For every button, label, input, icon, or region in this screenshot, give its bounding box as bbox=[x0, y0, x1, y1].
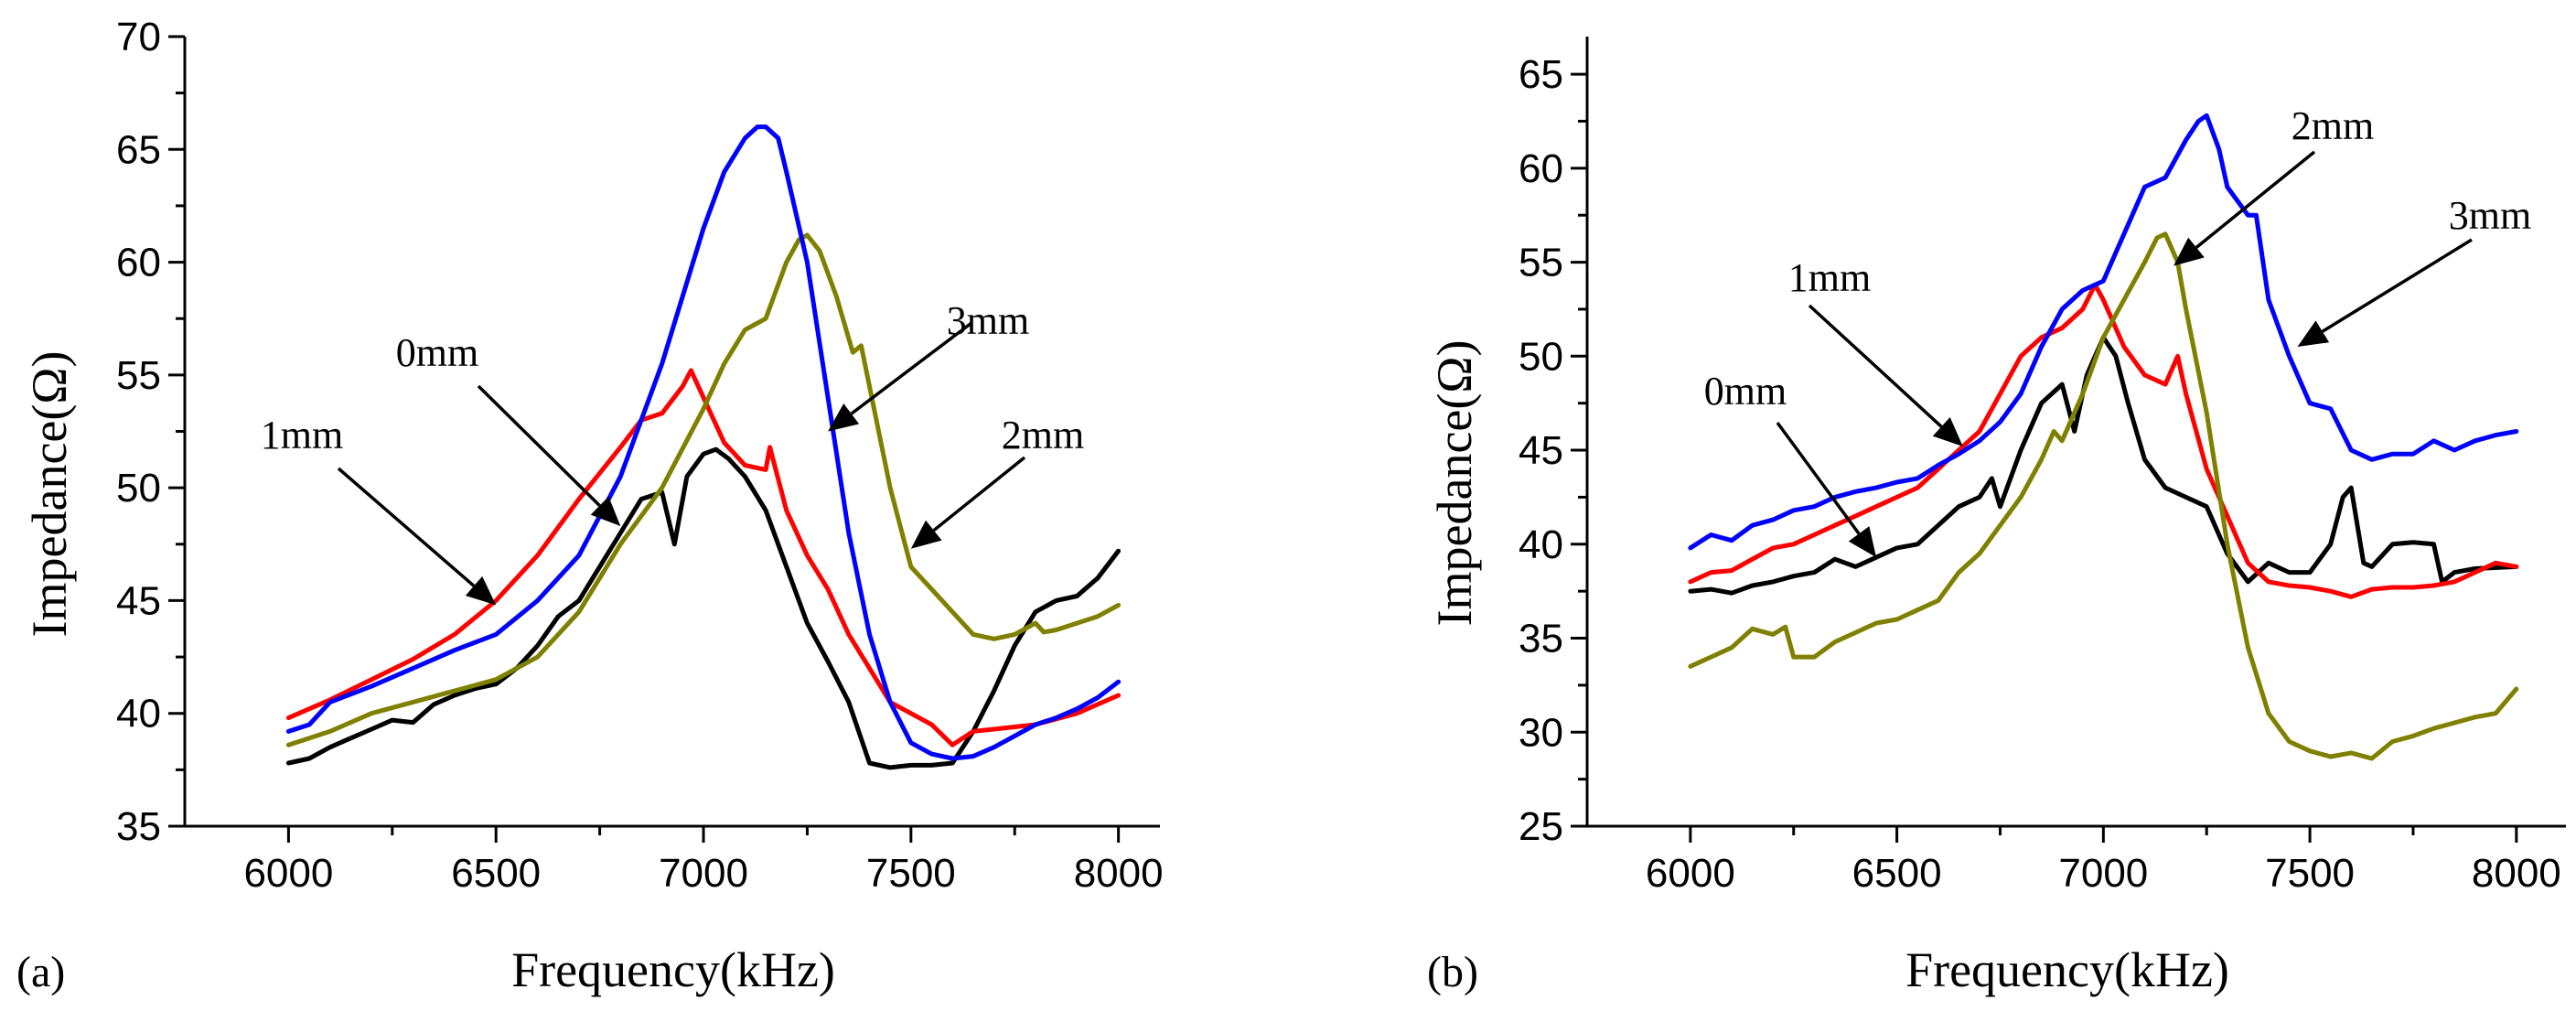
panel-a-y-tick-label: 40 bbox=[116, 692, 161, 737]
panel-b-x-axis-title: Frequency(kHz) bbox=[1905, 942, 2229, 997]
panel-a-series-3mm bbox=[285, 124, 1122, 761]
panel-a-series-1mm bbox=[285, 368, 1122, 747]
panel-a-y-tick-label: 35 bbox=[116, 804, 161, 849]
panel-a-annotation-3mm: 3mm bbox=[947, 298, 1029, 343]
panel-b-series-0mm bbox=[1688, 335, 2519, 596]
panel-a-x-tick-label: 8000 bbox=[1074, 851, 1164, 896]
panel-a-annotation-2mm: 2mm bbox=[1002, 413, 1084, 457]
panel-b-y-tick-label: 40 bbox=[1519, 522, 1563, 567]
panel-b-y-axis-title: Impedance(Ω) bbox=[1427, 340, 1482, 627]
panel-a-arrow-shaft-3mm bbox=[850, 321, 973, 415]
panel-b-arrow-shaft-0mm bbox=[1776, 421, 1861, 535]
panel-a-annotation-1mm: 1mm bbox=[261, 413, 343, 457]
panel-a-y-tick-label: 55 bbox=[116, 353, 161, 398]
panel-b-series-2mm bbox=[1688, 231, 2519, 761]
panel-b-annotations: 2mm 3mm 1mm 0mm bbox=[1704, 103, 2531, 558]
panel-a-x-tick-label: 6000 bbox=[243, 851, 333, 896]
panel-b-x-tick-label: 6500 bbox=[1852, 851, 1942, 896]
panel-b-y-tick-label: 35 bbox=[1519, 617, 1563, 661]
panel-a-x-tick-label: 6500 bbox=[451, 851, 541, 896]
panel-b-arrow-shaft-1mm bbox=[1808, 304, 1943, 428]
panel-b-annotation-2mm: 2mm bbox=[2292, 103, 2374, 148]
panel-a-annotations: 1mm 0mm 3mm 2mm bbox=[261, 298, 1084, 606]
panel-a-arrow-shaft-0mm bbox=[477, 384, 601, 507]
panel-b-x-tick-label: 7500 bbox=[2265, 851, 2355, 896]
panel-b-y-tick-label: 25 bbox=[1519, 804, 1563, 849]
panel-a-x-tick-label: 7000 bbox=[659, 851, 748, 896]
panel-b-series-3mm bbox=[1688, 113, 2519, 551]
panel-b-arrow-head-0mm bbox=[1848, 526, 1877, 558]
panel-a-arrow-shaft-2mm bbox=[932, 456, 1026, 532]
panel-a-arrow-head-3mm bbox=[828, 403, 860, 432]
panel-a-arrow-head-1mm bbox=[465, 575, 497, 606]
panel-b-annotation-3mm: 3mm bbox=[2449, 193, 2531, 238]
panel-b-y-tick-label: 55 bbox=[1519, 241, 1563, 285]
panel-a-y-tick-label: 45 bbox=[116, 578, 161, 623]
panel-a-x-axis-title: Frequency(kHz) bbox=[511, 942, 835, 997]
panel-b-arrow-head-1mm bbox=[1932, 416, 1963, 446]
panel-a-y-tick-label: 70 bbox=[116, 15, 161, 59]
panel-b-y-tick-label: 65 bbox=[1519, 52, 1563, 97]
panel-a-arrow-shaft-1mm bbox=[337, 467, 476, 587]
panel-a-series-0mm bbox=[285, 446, 1122, 770]
panel-a-y-ticks: 35 40 45 50 55 60 65 70 bbox=[116, 15, 185, 849]
panel-a-series-2mm bbox=[285, 232, 1122, 747]
panel-a-series bbox=[285, 124, 1122, 770]
panel-a-y-axis-title: Impedance(Ω) bbox=[22, 351, 77, 638]
panel-b-chart: 6000 6500 7000 7500 8000 253035404550556065 … bbox=[1427, 37, 2566, 997]
panel-b-y-tick-label: 30 bbox=[1519, 710, 1563, 755]
panel-b-x-tick-label: 7000 bbox=[2058, 851, 2148, 896]
panel-b-annotation-0mm: 0mm bbox=[1704, 369, 1787, 414]
panel-a-y-tick-label: 60 bbox=[116, 241, 161, 285]
panel-a-chart: 6000 6500 7000 7500 8000 35 40 45 50 55 60 65 70 1m… bbox=[16, 15, 1164, 997]
panel-b-series-1mm bbox=[1688, 282, 2519, 599]
panel-b-x-tick-label: 6000 bbox=[1646, 851, 1735, 896]
panel-b-y-tick-label: 50 bbox=[1519, 334, 1563, 379]
panel-a-x-ticks: 6000 6500 7000 7500 8000 bbox=[243, 826, 1164, 896]
panel-a-arrow-head-0mm bbox=[590, 496, 621, 527]
panel-b-y-tick-label: 45 bbox=[1519, 428, 1563, 473]
panel-b-annotation-1mm: 1mm bbox=[1788, 255, 1871, 300]
panel-b-arrow-head-3mm bbox=[2297, 320, 2330, 348]
panel-a-annotation-0mm: 0mm bbox=[396, 330, 478, 375]
panel-b-x-ticks: 6000 6500 7000 7500 8000 bbox=[1646, 826, 2561, 896]
panel-a-x-tick-label: 7500 bbox=[866, 851, 956, 896]
panel-b-arrow-shaft-3mm bbox=[2321, 238, 2473, 333]
panel-b-series bbox=[1688, 113, 2519, 761]
panel-b-arrow-shaft-2mm bbox=[2195, 150, 2316, 249]
panel-b-label: (b) bbox=[1427, 948, 1478, 996]
panel-a-y-tick-label: 65 bbox=[116, 127, 161, 172]
panel-a-arrow-head-2mm bbox=[910, 520, 942, 549]
panel-a-y-tick-label: 50 bbox=[116, 466, 161, 511]
panel-b-arrow-head-2mm bbox=[2174, 237, 2205, 266]
panel-b-y-ticks: 25 30 35 40 45 50 55 60 65 bbox=[1519, 52, 1587, 849]
panel-b-y-tick-label: 60 bbox=[1519, 146, 1563, 191]
panel-a-label: (a) bbox=[16, 948, 65, 996]
panel-b-x-tick-label: 8000 bbox=[2472, 851, 2561, 896]
